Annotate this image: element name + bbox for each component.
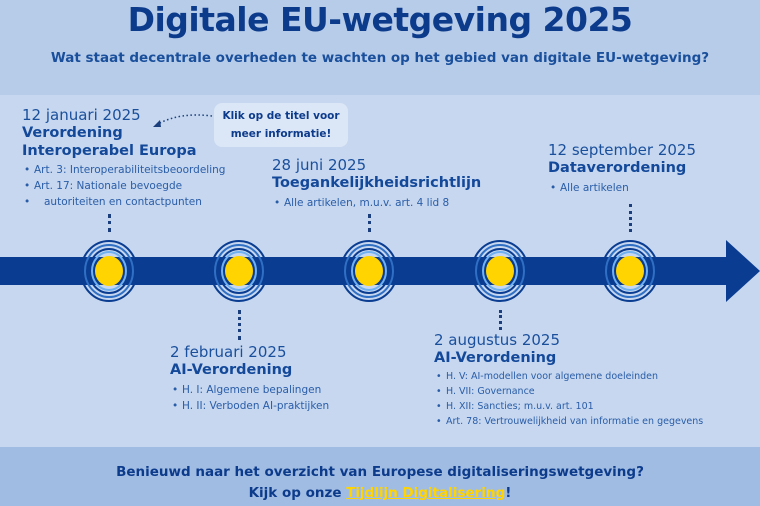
bullet: H. I: Algemene bepalingen — [170, 382, 329, 398]
footer-line2: Kijk op onze Tijdlijn Digitalisering! — [248, 485, 512, 501]
footer-line1: Benieuwd naar het overzicht van Europese… — [116, 464, 644, 480]
bullet: H. XII: Sancties; m.u.v. art. 101 — [434, 399, 703, 414]
info-callout: Klik op de titel voor meer informatie! — [214, 103, 348, 147]
connector — [238, 310, 241, 340]
tijdlijn-link[interactable]: Tijdlijn Digitalisering — [346, 485, 506, 501]
event-interoperabel-europa: 12 januari 2025 Verordening Interoperabel… — [22, 106, 225, 210]
connector — [499, 310, 502, 330]
event-title-link[interactable]: AI-Verordening — [170, 362, 293, 378]
arrow-head-icon — [726, 240, 760, 302]
event-date: 2 augustus 2025 — [434, 331, 560, 349]
event-title-link[interactable]: Verordening Interoperabel Europa — [22, 125, 197, 159]
event-date: 2 februari 2025 — [170, 343, 287, 361]
connector — [629, 204, 632, 232]
event-toegankelijkheidsrichtlijn: 28 juni 2025 Toegankelijkheidsrichtlijn … — [272, 156, 481, 211]
header-band — [0, 0, 760, 95]
event-ai-verordening-feb: 2 februari 2025 AI-Verordening H. I: Alg… — [170, 343, 329, 414]
bullet: Art. 3: Interoperabiliteitsbeoordeling — [22, 162, 225, 178]
event-title-link[interactable]: AI-Verordening — [434, 350, 557, 366]
timeline-node — [470, 239, 530, 303]
bullet: Alle artikelen, m.u.v. art. 4 lid 8 — [272, 195, 481, 211]
event-date: 28 juni 2025 — [272, 156, 367, 174]
timeline-node — [209, 239, 269, 303]
bullet: H. II: Verboden AI-praktijken — [170, 398, 329, 414]
bullet: H. V: AI-modellen voor algemene doeleind… — [434, 369, 703, 384]
bullet: Art. 78: Vertrouwelijkheid van informati… — [434, 414, 703, 429]
bullet: Alle artikelen — [548, 180, 696, 196]
dotted-arrow-icon — [153, 114, 213, 127]
bullet: H. VII: Governance — [434, 384, 703, 399]
page-title: Digitale EU-wetgeving 2025 — [127, 0, 633, 39]
event-dataverordening: 12 september 2025 Dataverordening Alle a… — [548, 141, 696, 196]
event-date: 12 januari 2025 — [22, 106, 141, 124]
event-title-link[interactable]: Toegankelijkheidsrichtlijn — [272, 175, 482, 191]
event-title-link[interactable]: Dataverordening — [548, 160, 687, 176]
connector — [108, 214, 111, 232]
connector — [368, 214, 371, 232]
bullet: Art. 17: Nationale bevoegde — [22, 178, 225, 194]
page-subtitle: Wat staat decentrale overheden te wachte… — [50, 50, 710, 66]
event-date: 12 september 2025 — [548, 141, 697, 159]
timeline-node — [79, 239, 139, 303]
timeline-node — [600, 239, 660, 303]
timeline-node — [339, 239, 399, 303]
bullet: autoriteiten en contactpunten — [22, 194, 225, 210]
footer-band — [0, 447, 760, 506]
event-ai-verordening-aug: 2 augustus 2025 AI-Verordening H. V: AI-… — [434, 331, 703, 429]
